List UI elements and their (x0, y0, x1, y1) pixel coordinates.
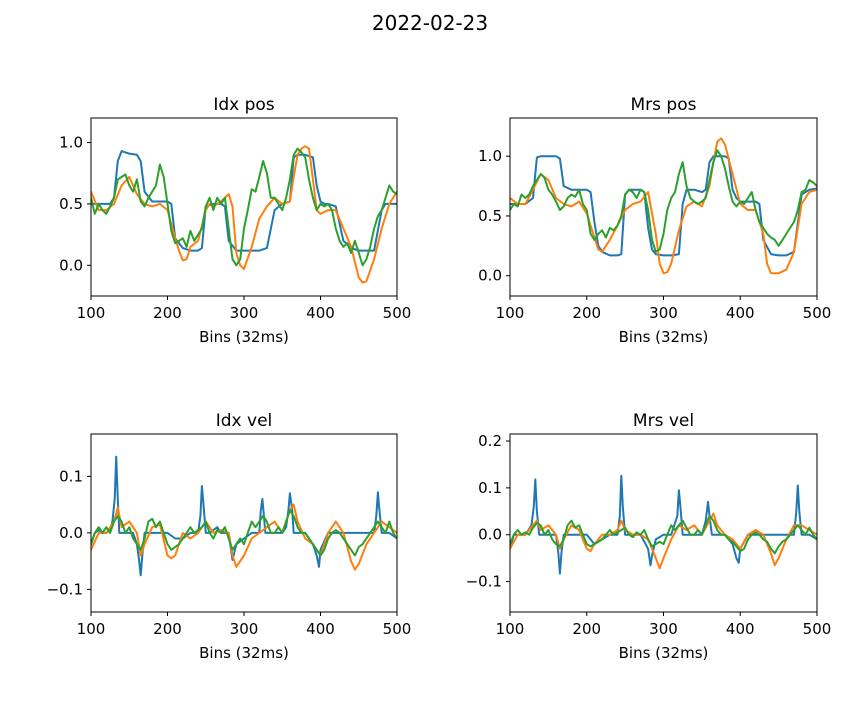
figure-title: 2022-02-23 (372, 11, 488, 35)
x-tick-label: 400 (306, 304, 335, 322)
x-tick-label: 500 (803, 620, 832, 638)
x-axis-label: Bins (32ms) (619, 644, 709, 662)
x-tick-label: 200 (153, 620, 182, 638)
series-line-3 (510, 515, 817, 555)
y-tick-label: 0.5 (59, 195, 83, 213)
y-tick-label: 0.0 (59, 256, 83, 274)
x-tick-label: 100 (496, 620, 525, 638)
x-axis-label: Bins (32ms) (199, 644, 289, 662)
x-tick-label: 400 (306, 620, 335, 638)
x-tick-label: 100 (77, 304, 106, 322)
y-tick-label: 1.0 (478, 147, 502, 165)
y-tick-label: 0.0 (478, 526, 502, 544)
x-tick-label: 300 (230, 304, 259, 322)
subplot-4: 100 200 300 400 500 −0.1 0.0 0.1 0.2 Mrs vel Bins … (466, 411, 832, 662)
series-line-2 (510, 137, 817, 275)
x-tick-label: 300 (649, 620, 678, 638)
subplot-2: 100 200 300 400 500 0.0 0.5 1.0 Mrs pos Bins (32m… (478, 95, 831, 346)
y-tick-label: 0.1 (59, 467, 83, 485)
series-line-3 (91, 509, 397, 557)
y-tick-label: 1.0 (59, 134, 83, 152)
x-tick-label: 500 (383, 304, 412, 322)
series-line-3 (510, 149, 817, 253)
x-tick-label: 100 (77, 620, 106, 638)
y-tick-label: 0.5 (478, 207, 502, 225)
subplot-title: Mrs pos (631, 95, 697, 115)
subplots-grid: 100 200 300 400 500 0.0 0.5 1.0 Idx pos Bins (32m… (47, 95, 832, 662)
series-line-2 (91, 145, 397, 284)
y-tick-label: 0.1 (478, 479, 502, 497)
y-tick-label: −0.1 (466, 573, 502, 591)
subplot-1: 100 200 300 400 500 0.0 0.5 1.0 Idx pos Bins (32m… (59, 95, 411, 346)
subplot-title: Idx vel (216, 411, 273, 431)
x-tick-label: 400 (726, 620, 755, 638)
x-tick-label: 100 (496, 304, 525, 322)
x-tick-label: 300 (230, 620, 259, 638)
x-axis-label: Bins (32ms) (619, 328, 709, 346)
y-tick-label: 0.2 (478, 432, 502, 450)
series-line-3 (91, 147, 397, 267)
y-tick-label: 0.0 (59, 524, 83, 542)
x-axis-label: Bins (32ms) (199, 328, 289, 346)
x-tick-label: 300 (649, 304, 678, 322)
series-line-1 (510, 155, 817, 257)
subplot-title: Idx pos (213, 95, 274, 115)
subplot-title: Mrs vel (633, 411, 694, 431)
x-tick-label: 500 (383, 620, 412, 638)
x-tick-label: 200 (572, 304, 601, 322)
x-tick-label: 200 (153, 304, 182, 322)
y-tick-label: 0.0 (478, 267, 502, 285)
subplot-3: 100 200 300 400 500 −0.1 0.0 0.1 Idx vel Bins (32… (47, 411, 412, 662)
x-tick-label: 400 (726, 304, 755, 322)
x-tick-label: 500 (803, 304, 832, 322)
y-tick-label: −0.1 (47, 580, 83, 598)
series-line-1 (91, 150, 397, 252)
x-tick-label: 200 (572, 620, 601, 638)
